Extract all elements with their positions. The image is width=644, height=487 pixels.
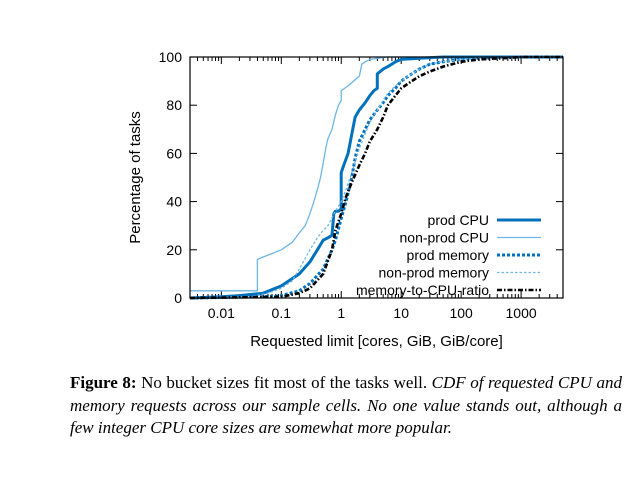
legend-label-prod-memory: prod memory xyxy=(407,247,489,263)
x-tick-label: 1 xyxy=(337,305,345,321)
legend-label-prod-cpu: prod CPU xyxy=(428,212,489,228)
y-tick-label: 20 xyxy=(166,242,182,258)
y-tick-label: 0 xyxy=(174,290,182,306)
legend-label-memory-to-cpu-ratio: memory-to-CPU-ratio xyxy=(356,282,489,298)
axis-ticks xyxy=(190,56,563,299)
figure-caption: Figure 8: No bucket sizes fit most of th… xyxy=(70,372,622,440)
y-tick-label: 80 xyxy=(166,97,182,113)
series-line-prod-cpu xyxy=(189,55,563,300)
y-tick-label: 100 xyxy=(159,49,183,65)
caption-text: No bucket sizes fit most of the tasks we… xyxy=(136,373,432,392)
legend-label-non-prod-memory: non-prod memory xyxy=(379,265,490,281)
x-axis-title: Requested limit [cores, GiB, GiB/core] xyxy=(250,333,503,350)
plot-frame xyxy=(189,56,564,299)
series-line-non-prod-cpu xyxy=(190,56,563,292)
series-line-memory-to-cpu-ratio xyxy=(189,55,563,300)
x-tick-label: 0.01 xyxy=(208,305,235,321)
series-line-prod-memory xyxy=(189,55,563,300)
x-tick-label: 0.1 xyxy=(272,305,292,321)
y-axis-title: Percentage of tasks xyxy=(127,111,144,244)
series-line-non-prod-memory xyxy=(189,56,563,299)
y-tick-label: 40 xyxy=(166,194,182,210)
caption-italic-text: CDF of requested CPU and memory requests… xyxy=(70,373,622,437)
figure-number: Figure 8: xyxy=(70,373,137,392)
x-tick-label: 1000 xyxy=(506,305,537,321)
series-lines xyxy=(189,55,563,300)
tick-labels: 0 20 40 60 80 100 0.01 0.1 1 10 100 1000 xyxy=(159,49,537,321)
legend-label-non-prod-cpu: non-prod CPU xyxy=(400,230,490,246)
x-tick-label: 100 xyxy=(449,305,473,321)
x-tick-label: 10 xyxy=(393,305,409,321)
cdf-chart: 0 20 40 60 80 100 0.01 0.1 1 10 100 1000 Requested … xyxy=(127,49,564,350)
y-tick-label: 60 xyxy=(166,145,182,161)
